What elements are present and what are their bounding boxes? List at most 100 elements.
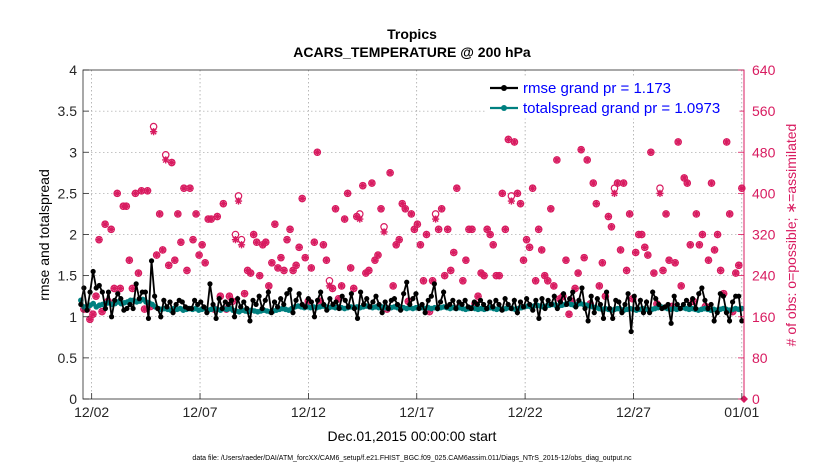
rmse-point <box>551 293 557 299</box>
obs-assimilated-point <box>177 238 185 246</box>
obs-assimilated-point <box>710 246 719 254</box>
rmse-point <box>637 297 643 303</box>
rmse-point <box>502 296 508 302</box>
rmse-point <box>619 310 625 316</box>
rmse-point <box>585 318 591 324</box>
obs-assimilated-point <box>698 230 707 239</box>
rmse-point <box>591 310 597 316</box>
obs-assimilated-point <box>271 220 279 228</box>
rmse-point <box>677 305 683 312</box>
rmse-point <box>720 293 726 299</box>
rmse-point <box>336 305 342 312</box>
y-tick-label: 1.5 <box>58 268 78 284</box>
rmse-point <box>321 301 327 308</box>
rmse-point <box>397 307 404 313</box>
obs-assimilated-point <box>268 259 276 267</box>
rmse-point <box>90 268 96 275</box>
obs-assimilated-point <box>468 225 476 233</box>
obs-assimilated-point <box>265 282 273 290</box>
rmse-point <box>650 289 656 295</box>
rmse-point <box>530 307 536 313</box>
obs-assimilated-point <box>231 236 240 244</box>
obs-assimilated-point <box>183 266 191 275</box>
obs-assimilated-point <box>474 292 482 300</box>
obs-assimilated-point <box>201 259 209 267</box>
rmse-point <box>594 296 600 302</box>
rmse-point <box>278 296 284 302</box>
x-tick-label: 12/22 <box>508 404 543 420</box>
rmse-point <box>342 297 348 303</box>
y-axis-left: 0 0.5 1 1.5 2 2.5 3 3.5 4 <box>58 62 89 407</box>
footer-datafile: data file: /Users/raeder/DAI/ATM_forcXX/… <box>192 455 632 462</box>
obs-count-series <box>80 122 748 403</box>
obs-assimilated-point <box>504 135 512 143</box>
y-tick-label: 1 <box>69 309 77 325</box>
rmse-point <box>573 304 579 310</box>
obs-assimilated-point <box>707 179 716 187</box>
obs-assimilated-point <box>247 269 255 277</box>
obs-assimilated-point <box>171 256 179 264</box>
rmse-point <box>373 293 379 299</box>
rmse-point <box>524 296 530 302</box>
obs-assimilated-point <box>677 282 685 290</box>
obs-assimilated-point <box>441 272 449 280</box>
obs-assimilated-point <box>143 187 152 195</box>
rmse-point <box>108 314 115 320</box>
rmse-point <box>683 297 690 303</box>
obs-assimilated-point <box>535 225 543 233</box>
obs-assimilated-point <box>428 277 437 285</box>
obs-assimilated-point <box>489 241 497 249</box>
obs-assimilated-point <box>371 256 379 264</box>
rmse-point <box>431 281 437 287</box>
obs-assimilated-point <box>328 284 337 293</box>
rmse-point <box>268 310 275 316</box>
obs-assimilated-point <box>362 269 370 277</box>
rmse-point <box>640 310 647 316</box>
rmse-point <box>327 296 333 302</box>
obs-assimilated-point <box>192 210 200 218</box>
obs-assimilated-point <box>292 261 300 269</box>
y2-tick-label: 240 <box>752 268 776 284</box>
obs-assimilated-point <box>629 295 637 303</box>
y2-tick-label: 400 <box>752 185 776 201</box>
obs-assimilated-point <box>544 277 552 285</box>
obs-assimilated-point <box>583 156 591 164</box>
obs-assimilated-point <box>704 256 713 264</box>
rmse-point <box>127 301 133 308</box>
rmse-point <box>459 301 465 308</box>
obs-assimilated-point <box>541 272 549 280</box>
obs-assimilated-point <box>553 156 561 164</box>
rmse-point <box>705 305 711 312</box>
rmse-series <box>78 258 745 335</box>
rmse-point <box>87 289 93 295</box>
rmse-point <box>484 305 490 312</box>
x-tick-label: 12/27 <box>616 404 651 420</box>
rmse-point <box>250 297 256 303</box>
rmse-point <box>474 301 481 308</box>
legend-box <box>484 75 740 119</box>
obs-assimilated-point <box>334 295 343 303</box>
obs-assimilated-point <box>529 184 537 192</box>
rmse-point <box>453 305 459 312</box>
obs-assimilated-point <box>156 210 164 218</box>
obs-assimilated-point <box>280 266 288 275</box>
obs-assimilated-point <box>477 269 485 277</box>
obs-assimilated-point <box>162 156 170 164</box>
obs-assimilated-point <box>623 266 631 275</box>
obs-assimilated-point <box>713 230 722 239</box>
obs-assimilated-point <box>131 189 140 197</box>
obs-assimilated-point <box>407 210 415 218</box>
obs-assimilated-point <box>250 230 258 239</box>
rmse-point <box>391 296 398 302</box>
rmse-point <box>714 310 720 316</box>
obs-assimilated-point <box>616 246 625 254</box>
rmse-point <box>284 291 290 297</box>
rmse-point <box>625 291 631 297</box>
obs-assimilated-point <box>253 238 261 246</box>
obs-assimilated-point <box>659 266 667 275</box>
obs-assimilated-point <box>128 284 136 293</box>
rmse-point <box>696 291 702 297</box>
rmse-point <box>487 299 493 305</box>
obs-assimilated-point <box>298 194 306 203</box>
obs-assimilated-point <box>447 266 455 275</box>
